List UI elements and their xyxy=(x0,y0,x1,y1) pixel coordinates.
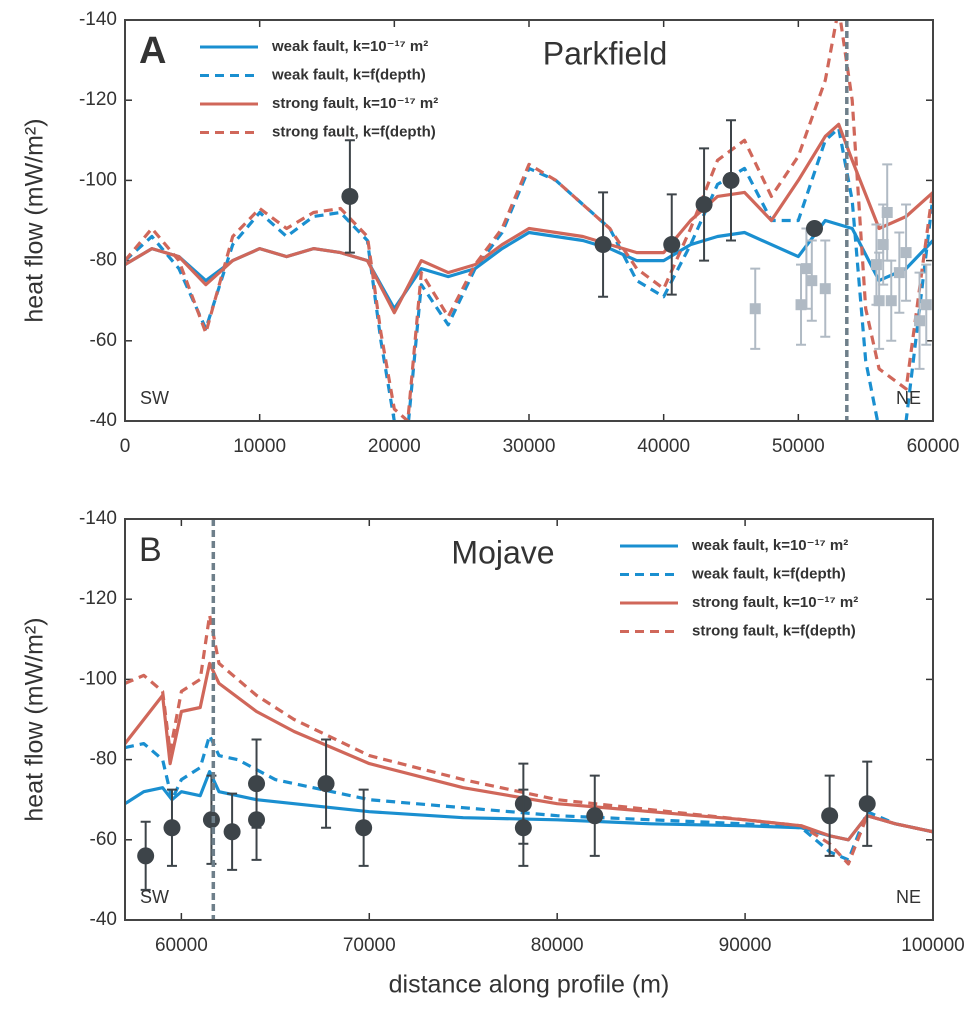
data-point xyxy=(248,775,266,793)
legend-label: weak fault, k=10⁻¹⁷ m² xyxy=(691,537,848,554)
data-point xyxy=(202,811,220,829)
data-point xyxy=(355,819,373,837)
legend-label: strong fault, k=f(depth) xyxy=(692,622,856,639)
legend-label: weak fault, k=f(depth) xyxy=(271,66,426,83)
series-line xyxy=(125,122,933,315)
plot-frame xyxy=(124,19,934,422)
data-point xyxy=(881,206,893,218)
plot-area xyxy=(125,519,933,920)
data-point xyxy=(873,295,885,307)
y-tick-label: -80 xyxy=(90,749,117,770)
y-tick-label: -60 xyxy=(90,829,117,850)
data-point xyxy=(920,299,932,311)
data-point xyxy=(893,267,905,279)
panel-title: Parkfield xyxy=(543,35,668,71)
data-point xyxy=(805,220,823,238)
data-point xyxy=(341,187,359,205)
data-point xyxy=(695,195,713,213)
legend-label: weak fault, k=f(depth) xyxy=(691,565,846,582)
legend-label: strong fault, k=10⁻¹⁷ m² xyxy=(272,95,438,112)
annotation: SW xyxy=(140,388,169,408)
data-point xyxy=(821,807,839,825)
y-tick-label: -120 xyxy=(79,588,117,609)
data-point xyxy=(317,775,335,793)
y-tick-label: -140 xyxy=(79,508,117,529)
data-point xyxy=(795,299,807,311)
panel-title: Mojave xyxy=(451,534,554,570)
legend-label: strong fault, k=10⁻¹⁷ m² xyxy=(692,594,858,611)
panel-label: B xyxy=(139,531,162,569)
x-tick-label: 50000 xyxy=(772,436,825,457)
series-line xyxy=(125,20,933,421)
data-point xyxy=(819,283,831,295)
x-tick-label: 60000 xyxy=(907,436,960,457)
data-point xyxy=(858,795,876,813)
x-axis-label: distance along profile (m) xyxy=(389,971,670,999)
x-tick-label: 0 xyxy=(120,436,131,457)
y-tick-label: -100 xyxy=(79,169,117,190)
data-point xyxy=(914,315,926,327)
series-line xyxy=(125,613,933,866)
data-point xyxy=(663,236,681,254)
x-tick-label: 40000 xyxy=(637,436,690,457)
annotation: NE xyxy=(896,388,921,408)
annotation: NE xyxy=(896,887,921,907)
data-point xyxy=(885,295,897,307)
data-point xyxy=(223,823,241,841)
x-tick-label: 100000 xyxy=(901,935,964,956)
legend-label: strong fault, k=f(depth) xyxy=(272,123,436,140)
y-axis-label: heat flow (mW/m²) xyxy=(21,118,49,322)
data-point xyxy=(800,263,812,275)
y-tick-label: -40 xyxy=(90,909,117,930)
x-tick-label: 10000 xyxy=(233,436,286,457)
annotation: SW xyxy=(140,887,169,907)
data-point xyxy=(877,239,889,251)
data-point xyxy=(594,236,612,254)
y-tick-label: -140 xyxy=(79,9,117,30)
panel-label: A xyxy=(139,30,166,72)
data-point xyxy=(806,275,818,287)
y-axis-label: heat flow (mW/m²) xyxy=(21,617,49,821)
data-point xyxy=(586,807,604,825)
data-point xyxy=(137,847,155,865)
x-tick-label: 90000 xyxy=(719,935,772,956)
x-tick-label: 30000 xyxy=(503,436,556,457)
data-point xyxy=(514,819,532,837)
data-point xyxy=(722,171,740,189)
plot-frame xyxy=(124,518,934,921)
data-point xyxy=(163,819,181,837)
y-tick-label: -120 xyxy=(79,89,117,110)
legend-label: weak fault, k=10⁻¹⁷ m² xyxy=(271,38,428,55)
x-tick-label: 70000 xyxy=(343,935,396,956)
y-tick-label: -40 xyxy=(90,410,117,431)
x-tick-label: 60000 xyxy=(155,935,208,956)
y-tick-label: -80 xyxy=(90,250,117,271)
y-tick-label: -100 xyxy=(79,668,117,689)
series-line xyxy=(125,661,933,842)
data-point xyxy=(900,247,912,259)
plot-area xyxy=(125,20,933,421)
y-tick-label: -60 xyxy=(90,330,117,351)
series-line xyxy=(125,733,933,862)
x-tick-label: 80000 xyxy=(531,935,584,956)
data-point xyxy=(870,259,882,271)
data-point xyxy=(749,303,761,315)
x-tick-label: 20000 xyxy=(368,436,421,457)
